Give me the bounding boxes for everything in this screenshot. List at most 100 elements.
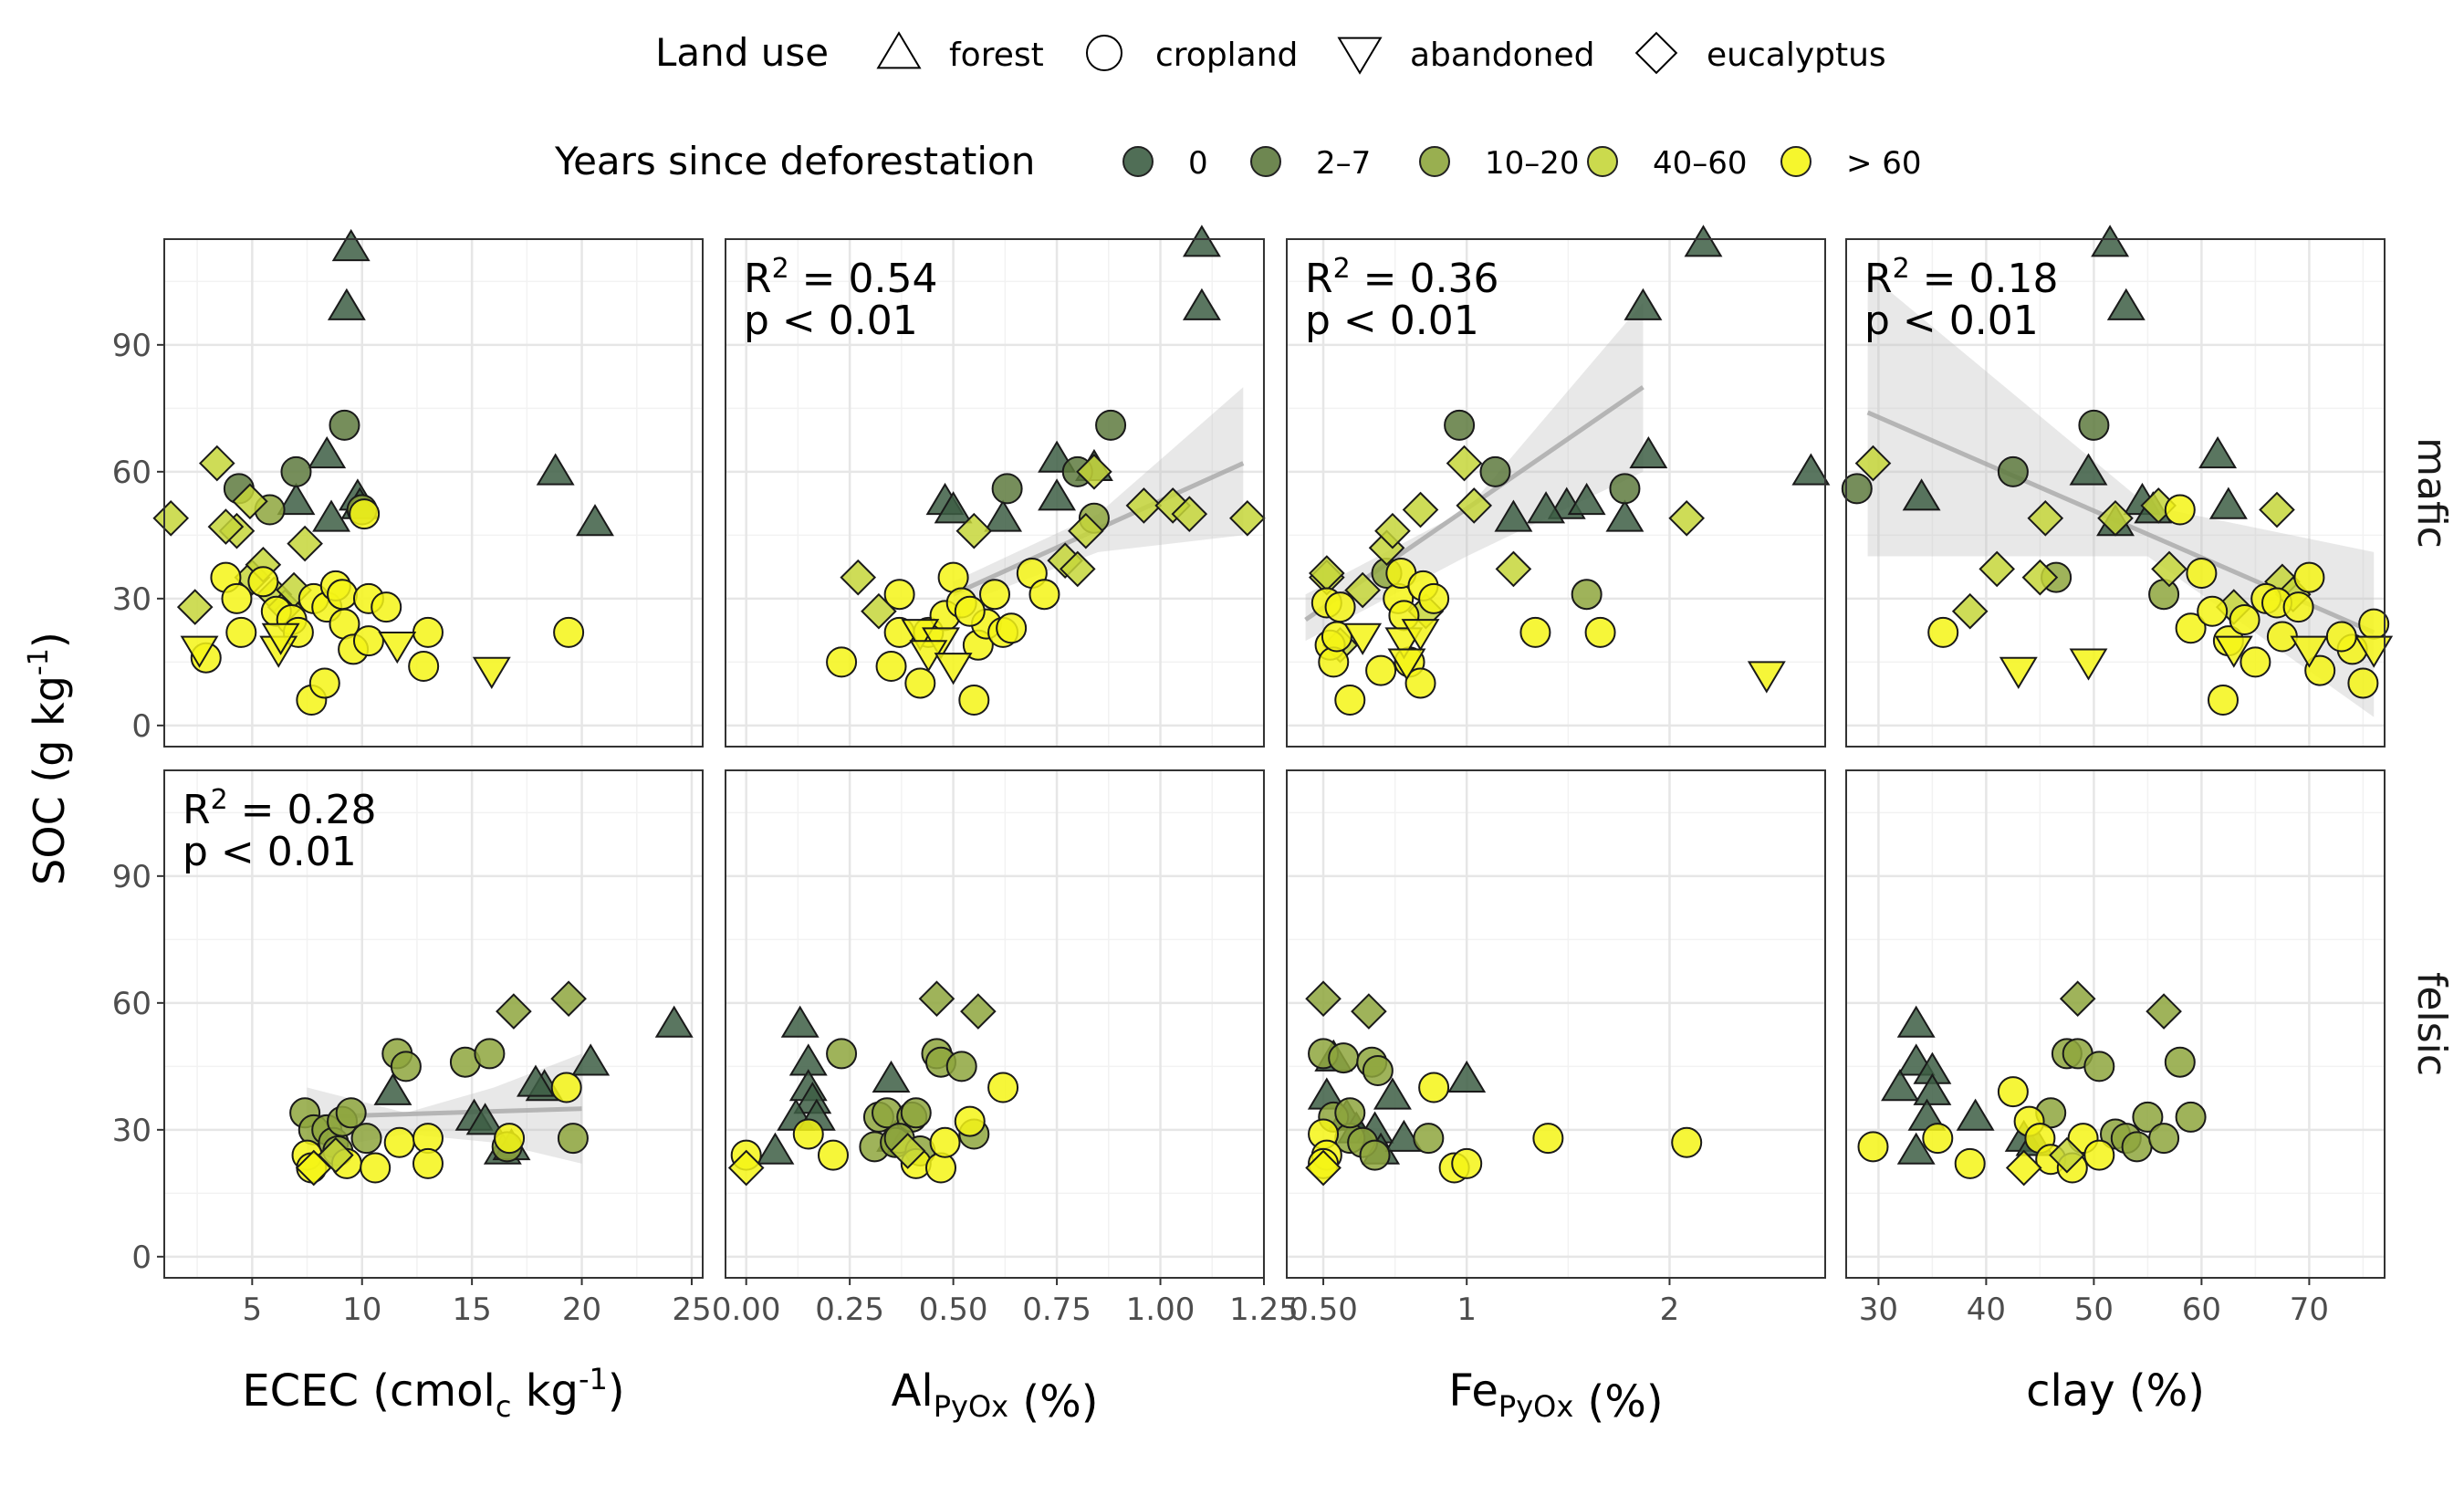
data-point-cropland	[2121, 1131, 2153, 1163]
panel-mafic-clay: R2 = 0.18p < 0.01	[1841, 225, 2394, 748]
legend-abandoned-icon	[1337, 37, 1383, 75]
data-point-eucalyptus	[1344, 571, 1381, 609]
data-point-forest	[1956, 1098, 1995, 1131]
x-tick-label: 1.25	[1229, 1292, 1299, 1328]
y-tick-label: 0	[131, 708, 151, 745]
strip-label-felsic: felsic	[2408, 972, 2455, 1076]
data-point-cropland	[327, 579, 359, 611]
data-point-forest	[277, 482, 316, 516]
data-point-cropland	[929, 1126, 961, 1158]
x-tick-label: 0.25	[815, 1292, 884, 1328]
data-point-cropland	[474, 1038, 506, 1070]
data-point-forest	[934, 491, 973, 524]
legend-forest-icon	[876, 31, 922, 69]
data-point-eucalyptus	[1951, 592, 1989, 630]
data-point-cropland	[2208, 685, 2239, 716]
legend-year-label: 2–7	[1316, 145, 1371, 182]
data-point-cropland	[954, 1105, 986, 1137]
panel-border	[1845, 769, 2386, 1279]
data-point-forest	[1038, 478, 1077, 511]
data-point-eucalyptus	[1305, 980, 1342, 1018]
data-point-cropland	[1532, 1123, 1564, 1155]
data-point-eucalyptus	[496, 993, 532, 1030]
panel-border	[1286, 769, 1826, 1279]
data-point-cropland	[1584, 616, 1616, 648]
legend-year-label: 10–20	[1485, 145, 1580, 182]
data-point-cropland	[925, 1152, 956, 1184]
p-value-label: p < 0.01	[1864, 298, 2039, 344]
legend-cropland-icon	[1086, 35, 1122, 71]
p-value-label: p < 0.01	[1305, 298, 1479, 344]
data-point-cropland	[2240, 646, 2271, 678]
data-point-eucalyptus	[1171, 496, 1208, 532]
data-point-eucalyptus	[2049, 1136, 2085, 1174]
data-point-eucalyptus	[1229, 499, 1266, 537]
data-point-cropland	[954, 595, 986, 627]
data-point-eucalyptus	[176, 589, 214, 625]
data-point-cropland	[818, 1139, 849, 1171]
x-tick-label: 1.00	[1126, 1292, 1195, 1328]
data-points	[1841, 225, 2394, 716]
data-point-cropland	[1328, 1042, 1360, 1074]
data-point-cropland	[958, 685, 990, 716]
data-point-cropland	[557, 1123, 589, 1155]
legend-label-forest: forest	[949, 37, 1044, 74]
data-point-forest	[1447, 1060, 1487, 1093]
data-point-eucalyptus	[2027, 499, 2064, 537]
data-point-abandoned	[2290, 635, 2329, 668]
data-point-eucalyptus	[2059, 980, 2096, 1018]
y-axis-label: SOC (g kg-1)	[23, 632, 74, 885]
data-point-eucalyptus	[1351, 993, 1387, 1030]
data-point-cropland	[1609, 473, 1641, 505]
data-point-cropland	[350, 1123, 382, 1155]
data-point-forest	[1527, 491, 1566, 524]
data-point-cropland	[280, 455, 312, 487]
data-points	[826, 225, 1266, 716]
data-point-forest	[2106, 288, 2146, 320]
data-point-eucalyptus	[1125, 487, 1163, 524]
confidence-band	[953, 387, 1244, 608]
data-point-cropland	[2083, 1139, 2115, 1171]
data-point-eucalyptus	[1374, 512, 1411, 549]
data-point-forest	[1896, 1005, 1936, 1038]
data-point-cropland	[550, 1072, 582, 1103]
data-point-cropland	[1997, 1076, 2029, 1108]
data-point-eucalyptus	[955, 512, 993, 549]
data-point-eucalyptus	[960, 993, 997, 1030]
data-point-forest	[1384, 1119, 1424, 1152]
panel-felsic-clay: 30 40 50 60 70	[1845, 769, 2386, 1328]
data-point-eucalyptus	[1979, 550, 2016, 588]
data-point-cropland	[826, 646, 858, 678]
gridlines	[164, 770, 703, 1278]
data-point-cropland	[1418, 582, 1450, 614]
data-point-cropland	[1479, 455, 1511, 487]
legend-label-eucalyptus: eucalyptus	[1707, 37, 1886, 74]
data-point-eucalyptus	[727, 1149, 765, 1187]
data-point-eucalyptus	[1446, 444, 1483, 482]
data-point-forest	[576, 504, 614, 537]
data-point-cropland	[1362, 1054, 1394, 1086]
data-point-forest	[312, 499, 350, 532]
data-point-cropland	[2164, 1046, 2196, 1078]
x-tick-label: 10	[342, 1292, 381, 1328]
data-point-forest	[654, 1005, 694, 1038]
data-point-forest	[536, 453, 575, 486]
data-point-forest	[1896, 1132, 1936, 1165]
data-point-abandoned	[261, 622, 300, 655]
legend-eucalyptus-icon	[1634, 31, 1678, 75]
y-tick-label: 30	[112, 1113, 151, 1149]
data-point-eucalyptus	[207, 508, 245, 545]
data-points	[152, 228, 614, 716]
p-value-label: p < 0.01	[183, 829, 357, 875]
y-tick-label: 60	[112, 986, 151, 1022]
data-point-cropland	[1028, 579, 1060, 611]
data-point-forest	[2208, 486, 2248, 519]
data-point-eucalyptus	[889, 1133, 926, 1169]
data-point-cropland	[2186, 558, 2218, 590]
x-axis-label-clay: clay (%)	[2026, 1365, 2205, 1417]
data-point-cropland	[826, 1038, 858, 1070]
data-point-cropland	[2304, 654, 2336, 686]
data-point-cropland	[2132, 1101, 2164, 1133]
data-point-abandoned	[2214, 635, 2253, 668]
data-point-cropland	[349, 498, 381, 530]
